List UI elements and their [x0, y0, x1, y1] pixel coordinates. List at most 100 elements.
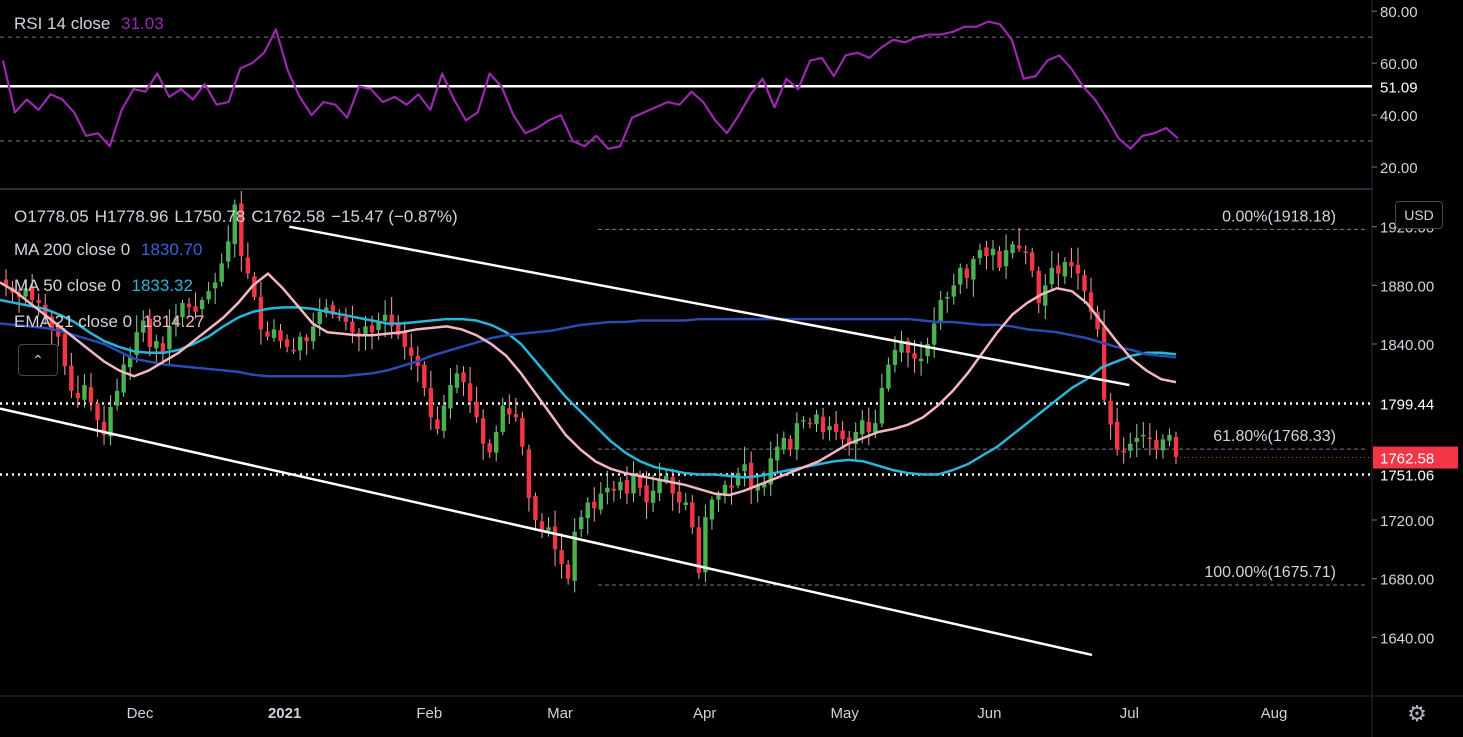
candle-body [794, 423, 800, 450]
candle-body [304, 337, 309, 342]
price-tick-label: 1840.00 [1380, 337, 1434, 354]
candle-body [565, 564, 571, 579]
trendline [0, 407, 1093, 657]
candle-body [1062, 261, 1068, 277]
candle-body [500, 405, 505, 432]
candle-body [1128, 443, 1133, 451]
candle-body [650, 490, 656, 503]
fib-level-label: 61.80%(1768.33) [1213, 428, 1336, 445]
candle-body [291, 349, 296, 352]
candle-body [729, 485, 734, 488]
ohlc-change: −15.47 (−0.87%) [331, 207, 458, 226]
candle-body [311, 326, 316, 342]
candle-body [62, 333, 68, 366]
candle-body [546, 527, 551, 531]
candle-body [278, 330, 283, 342]
candle-body [925, 344, 930, 357]
candle-body [592, 501, 597, 509]
candle-body [984, 247, 989, 256]
candle-body [258, 296, 264, 330]
candle-body [964, 268, 970, 278]
candle-body [395, 324, 401, 336]
candle-body [160, 343, 166, 352]
candle-body [1134, 437, 1139, 442]
rsi-horizontal-line-label: 51.09 [1380, 79, 1418, 96]
time-tick-label: Aug [1261, 705, 1288, 722]
candle-body [409, 347, 414, 356]
time-tick-label: Mar [547, 705, 573, 722]
candle-body [1101, 326, 1107, 400]
candle-body [663, 476, 669, 481]
candle-body [507, 408, 512, 415]
candle-body [918, 358, 924, 362]
candle-body [1082, 275, 1087, 292]
candle-body [422, 364, 427, 388]
candle-body [644, 485, 649, 503]
ohlc-high: H1778.96 [94, 207, 169, 226]
time-tick-label: 2021 [268, 705, 301, 722]
time-tick-label: Jun [977, 705, 1001, 722]
candle-body [618, 481, 623, 491]
candle-body [69, 365, 74, 391]
candle-body [226, 241, 231, 262]
candle-body [703, 517, 708, 573]
candle-body [428, 388, 434, 418]
ohlc-close: C1762.58 [251, 207, 326, 226]
price-tick-label: 1680.00 [1380, 572, 1434, 589]
candle-body [696, 527, 702, 573]
ma200-line [0, 317, 1177, 378]
ma50-legend-name: MA 50 close 0 [14, 276, 121, 295]
candle-body [762, 483, 767, 488]
candle-body [977, 250, 983, 259]
time-tick-label: Feb [416, 705, 442, 722]
candle-body [114, 390, 120, 406]
candle-body [219, 263, 224, 282]
candle-body [866, 421, 871, 432]
candle-body [454, 373, 460, 388]
candle-body [337, 316, 342, 319]
candle-body [317, 311, 322, 324]
candle-body [873, 423, 878, 434]
candle-body [1023, 251, 1028, 254]
candle-body [389, 314, 394, 327]
collapse-legend-button[interactable]: ⌃ [18, 344, 58, 376]
settings-button[interactable]: ⚙ [1403, 700, 1431, 728]
candle-body [382, 314, 388, 321]
currency-button[interactable]: USD [1395, 201, 1443, 229]
candle-body [206, 291, 211, 300]
candle-body [480, 418, 486, 444]
candle-body [585, 502, 590, 519]
candle-body [101, 421, 107, 435]
candle-body [23, 288, 28, 297]
fib-level-label: 0.00%(1918.18) [1222, 208, 1336, 225]
rsi-tick-label: 20.00 [1380, 160, 1418, 177]
candle-body [369, 325, 375, 333]
rsi-line [1, 20, 1179, 150]
candle-body [239, 203, 244, 256]
candle-body [690, 502, 695, 528]
candle-body [212, 282, 218, 289]
candle-body [716, 493, 721, 500]
candle-body [147, 318, 152, 347]
candle-body [722, 484, 728, 496]
candle-body [611, 488, 617, 491]
candle-body [827, 426, 832, 431]
candle-body [1075, 264, 1081, 274]
candle-body [167, 326, 172, 350]
candle-body [108, 407, 113, 437]
rsi-legend-name: RSI 14 close [14, 14, 111, 33]
candle-body [1069, 261, 1074, 267]
candle-body [193, 306, 198, 312]
candle-body [657, 478, 662, 494]
candle-body [631, 473, 636, 494]
candle-body [801, 420, 806, 422]
candle-body [683, 502, 688, 506]
candle-body [245, 257, 251, 274]
candle-body [971, 258, 976, 280]
ma200-legend-value: 1830.70 [140, 240, 203, 259]
ohlc-legend: O1778.05 H1778.96 L1750.78 C1762.58 −15.47 (… [14, 207, 464, 227]
candle-body [677, 491, 682, 503]
candle-body [1030, 252, 1035, 271]
candle-body [441, 405, 447, 431]
